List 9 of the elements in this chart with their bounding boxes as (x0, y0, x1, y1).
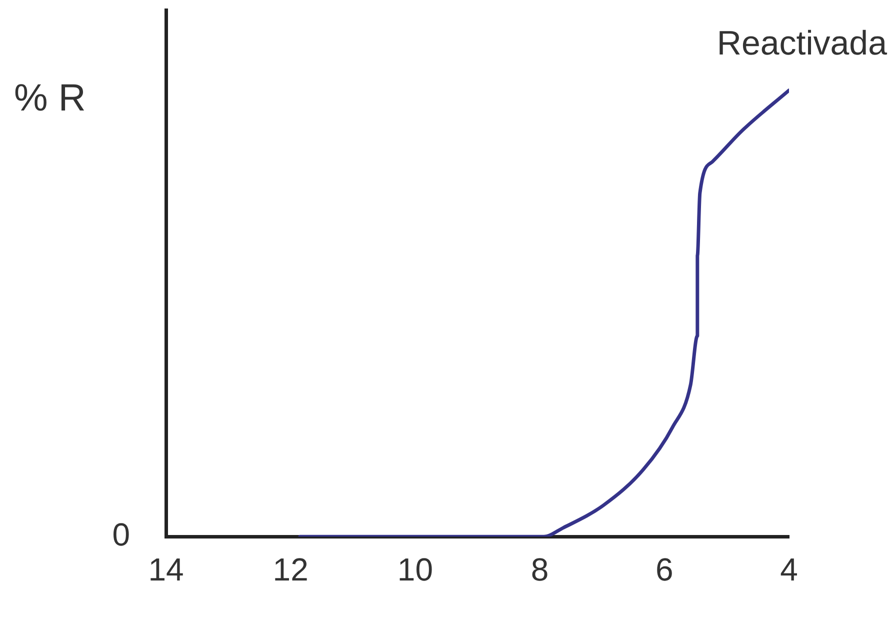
x-tick-label: 4 (780, 552, 798, 588)
x-tick-label: 10 (397, 552, 433, 588)
x-tick-label: 12 (272, 552, 308, 588)
y-axis-title: % R (14, 77, 86, 120)
x-tick-label: 14 (148, 552, 184, 588)
text: 0 (112, 516, 130, 552)
series-label: Reactivada (716, 24, 888, 63)
x-tick-label: 6 (656, 552, 674, 588)
x-tick-label: 8 (530, 552, 549, 588)
